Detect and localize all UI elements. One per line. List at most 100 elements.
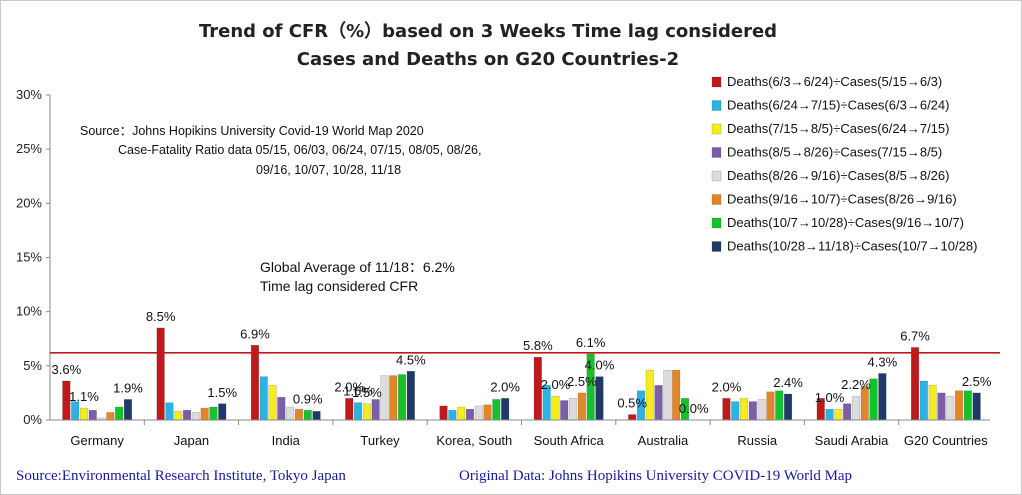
data-label: 6.7% — [900, 328, 930, 343]
bar — [200, 407, 209, 421]
y-tick-label: 10% — [16, 304, 42, 319]
data-label: 4.0% — [585, 358, 615, 373]
bar — [551, 395, 560, 421]
chart-title-line-1: Trend of CFR（%）based on 3 Weeks Time lag… — [199, 21, 777, 42]
legend-swatch — [711, 194, 722, 205]
bar — [362, 403, 371, 421]
x-category-label: India — [272, 433, 301, 448]
bar — [259, 376, 268, 421]
data-label: 8.5% — [146, 309, 176, 324]
bar — [569, 398, 578, 421]
bar — [731, 401, 740, 421]
legend-swatch — [711, 147, 722, 158]
bar — [174, 411, 183, 421]
bar — [286, 406, 295, 421]
bar — [123, 399, 133, 421]
data-label: 2.0% — [490, 379, 520, 394]
bar — [345, 398, 354, 421]
data-label: 2.0% — [334, 379, 364, 394]
x-category-label: Korea, South — [436, 433, 512, 448]
legend-entry: Deaths(10/28→11/18)÷Cases(10/7→10/28) — [727, 239, 977, 254]
bar — [654, 385, 663, 421]
bar — [448, 410, 457, 421]
x-category-label: Turkey — [360, 433, 400, 448]
bar — [645, 369, 654, 421]
global-average-line-2: Time lag considered CFR — [260, 278, 418, 294]
bar — [911, 347, 920, 421]
source-annotation-line-1: Source：Johns Hopikins University Covid-1… — [80, 124, 424, 138]
data-label: 3.6% — [52, 362, 82, 377]
data-label: 2.0% — [712, 379, 742, 394]
bar — [277, 397, 286, 421]
source-annotation-line-2: Case-Fatality Ratio data 05/15, 06/03, 0… — [118, 143, 481, 157]
y-tick-label: 0% — [23, 412, 42, 427]
bar — [165, 402, 174, 421]
bar — [371, 399, 380, 421]
legend-swatch — [711, 217, 722, 229]
data-label: 0.5% — [617, 396, 647, 411]
bar — [115, 406, 124, 421]
data-label: 1.9% — [113, 380, 143, 395]
data-label: 1.6% — [343, 384, 373, 399]
legend-swatch — [711, 241, 722, 252]
x-category-label: South Africa — [534, 433, 605, 448]
bar — [919, 380, 928, 421]
bar — [88, 410, 97, 421]
bar — [937, 392, 946, 421]
data-label: 1.5% — [207, 385, 237, 400]
data-label: 4.5% — [396, 352, 426, 367]
bar — [398, 374, 407, 421]
bar — [869, 378, 878, 421]
bar — [218, 403, 227, 421]
bar — [928, 385, 937, 421]
legend-swatch — [711, 100, 722, 111]
data-label: 1.5% — [352, 385, 382, 400]
bar — [560, 400, 569, 421]
bar — [303, 410, 312, 421]
bar — [834, 408, 843, 421]
bar — [465, 408, 474, 421]
y-tick-label: 30% — [16, 87, 42, 102]
legend-entry: Deaths(10/7→10/28)÷Cases(9/16→10/7) — [727, 215, 964, 230]
bar — [183, 410, 192, 421]
bar — [79, 407, 89, 421]
footer-source: Source:Environmental Research Institute,… — [16, 468, 346, 484]
data-label: 2.5% — [962, 374, 992, 389]
bar — [963, 390, 972, 421]
chart-title-line-2: Cases and Deaths on G20 Countries-2 — [297, 49, 679, 70]
y-tick-label: 15% — [16, 250, 42, 265]
bar — [577, 392, 586, 421]
bar — [851, 395, 861, 421]
source-annotation: Source：Johns Hopikins University Covid-1… — [80, 124, 481, 177]
bar — [757, 399, 766, 421]
x-category-label: Germany — [70, 433, 124, 448]
data-label: 6.1% — [576, 335, 606, 350]
bar — [250, 345, 259, 421]
bar — [825, 408, 834, 421]
bar — [483, 404, 492, 421]
data-label: 2.4% — [773, 375, 803, 390]
legend: Deaths(6/3→6/24)÷Cases(5/15→6/3) Deaths(6… — [711, 74, 977, 254]
bar — [389, 375, 398, 421]
bar — [628, 414, 637, 421]
bar — [457, 406, 466, 421]
global-average-line-1: Global Average of 11/18：6.2% — [260, 259, 455, 275]
bar — [492, 399, 501, 421]
data-label: 1.0% — [815, 390, 845, 405]
legend-entry: Deaths(7/15→8/5)÷Cases(6/24→7/15) — [727, 121, 949, 136]
bar — [354, 402, 363, 421]
global-average-annotation: Global Average of 11/18：6.2% Time lag co… — [260, 259, 455, 294]
data-label: 0.9% — [293, 391, 323, 406]
bar — [748, 401, 757, 421]
bar — [312, 411, 321, 421]
bar — [775, 390, 784, 421]
legend-swatch — [711, 76, 722, 88]
data-label: 2.0% — [541, 377, 571, 392]
data-label: 6.9% — [240, 326, 270, 341]
bar — [191, 412, 200, 421]
y-axis: 0% 5% 10% 15% 20% 25% 30% — [16, 87, 51, 427]
bar — [878, 373, 887, 421]
bar — [766, 391, 775, 421]
legend-entry: Deaths(6/24→7/15)÷Cases(6/3→6/24) — [727, 98, 949, 113]
